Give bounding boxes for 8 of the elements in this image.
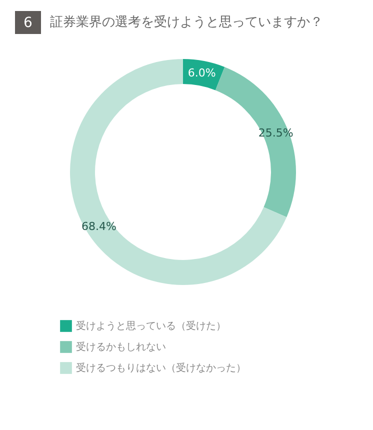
chart-title: 証券業界の選考を受けようと思っていますか？ xyxy=(50,15,323,30)
text: 6 xyxy=(24,15,33,31)
legend-label: 受けようと思っている（受けた） xyxy=(76,320,226,332)
donut-slice xyxy=(215,66,296,218)
data-label: 6.0% xyxy=(188,66,216,80)
legend-label: 受けるつもりはない（受けなかった） xyxy=(76,362,246,374)
legend-label: 受けるかもしれない xyxy=(76,341,166,353)
data-label: 68.4% xyxy=(81,220,116,234)
